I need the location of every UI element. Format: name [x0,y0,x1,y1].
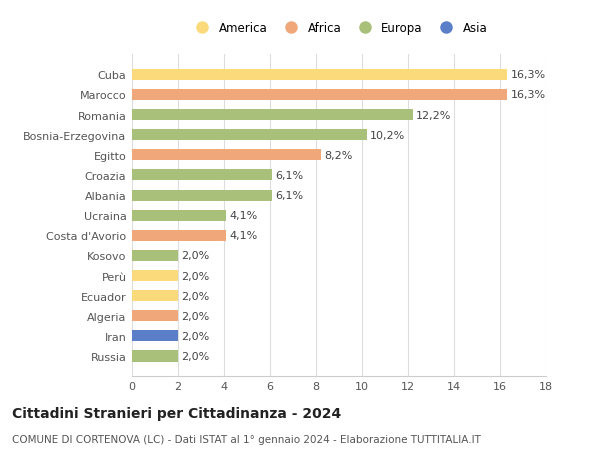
Text: 2,0%: 2,0% [181,251,210,261]
Text: 2,0%: 2,0% [181,271,210,281]
Text: 2,0%: 2,0% [181,291,210,301]
Bar [132,170,272,181]
Bar [132,250,178,262]
Bar [132,130,367,141]
Bar [132,230,226,241]
Bar [132,90,507,101]
Text: COMUNE DI CORTENOVA (LC) - Dati ISTAT al 1° gennaio 2024 - Elaborazione TUTTITAL: COMUNE DI CORTENOVA (LC) - Dati ISTAT al… [12,434,481,444]
Text: 2,0%: 2,0% [181,331,210,341]
Text: 6,1%: 6,1% [276,190,304,201]
Bar [132,311,178,322]
Text: 12,2%: 12,2% [416,110,451,120]
Bar [132,70,507,81]
Text: 2,0%: 2,0% [181,311,210,321]
Text: Cittadini Stranieri per Cittadinanza - 2024: Cittadini Stranieri per Cittadinanza - 2… [12,406,341,420]
Bar [132,110,413,121]
Text: 8,2%: 8,2% [324,151,352,161]
Legend: America, Africa, Europa, Asia: America, Africa, Europa, Asia [190,22,488,35]
Bar [132,291,178,302]
Bar [132,150,320,161]
Bar [132,210,226,221]
Bar [132,190,272,201]
Text: 6,1%: 6,1% [276,171,304,180]
Text: 4,1%: 4,1% [230,211,258,221]
Text: 4,1%: 4,1% [230,231,258,241]
Text: 10,2%: 10,2% [370,130,406,140]
Bar [132,351,178,362]
Text: 2,0%: 2,0% [181,351,210,361]
Text: 16,3%: 16,3% [511,70,545,80]
Bar [132,330,178,341]
Bar [132,270,178,281]
Text: 16,3%: 16,3% [511,90,545,100]
